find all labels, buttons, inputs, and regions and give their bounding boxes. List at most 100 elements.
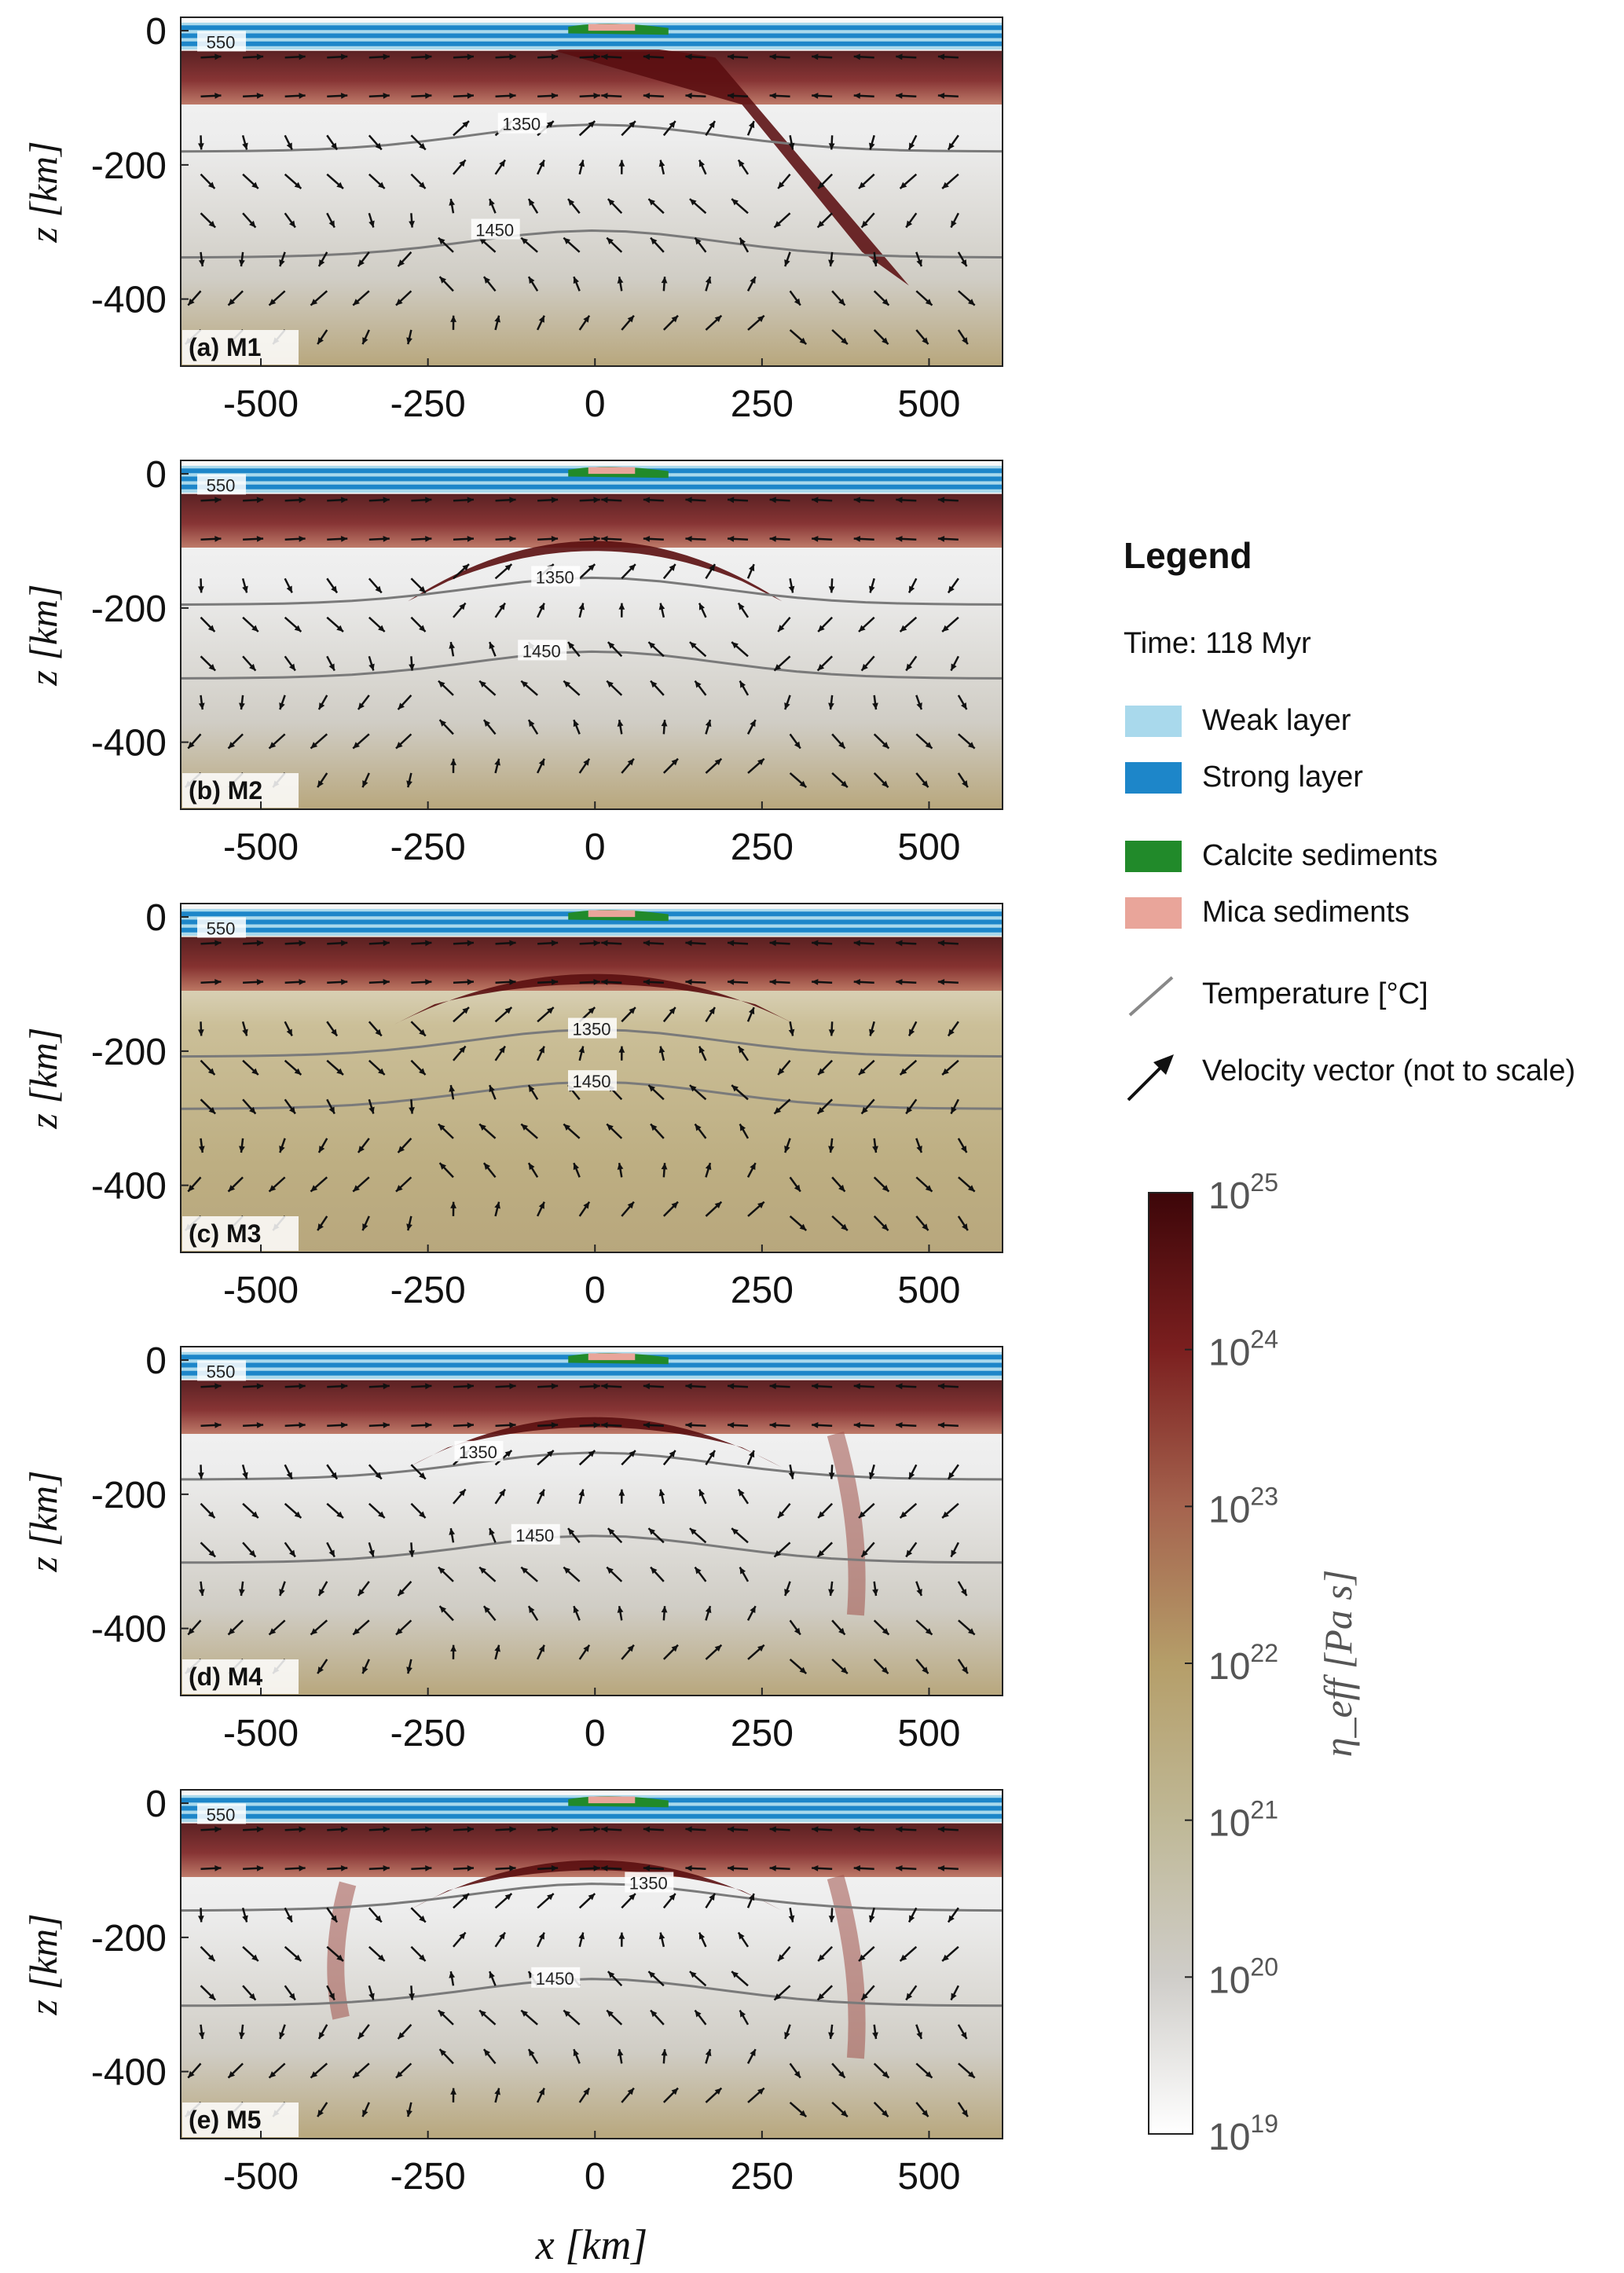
velocity-arrow xyxy=(578,1489,585,1505)
velocity-arrow xyxy=(200,1864,222,1872)
velocity-arrow xyxy=(243,1864,264,1872)
velocity-arrow xyxy=(947,1464,959,1480)
velocity-arrow xyxy=(326,1021,339,1037)
velocity-arrow xyxy=(310,1176,328,1193)
velocity-arrow xyxy=(578,120,596,137)
velocity-arrow xyxy=(200,940,222,947)
velocity-arrow xyxy=(947,1021,959,1037)
y-tick-label: 0 xyxy=(145,1784,167,1825)
strong-layer-stripe xyxy=(181,476,1003,482)
velocity-arrow xyxy=(495,497,516,504)
velocity-arrow xyxy=(567,1527,581,1544)
velocity-arrow xyxy=(617,276,624,291)
velocity-arrow xyxy=(957,329,969,345)
velocity-arrow xyxy=(896,1383,917,1390)
velocity-arrow xyxy=(279,695,286,710)
velocity-arrow xyxy=(187,290,202,306)
velocity-arrow xyxy=(905,1098,918,1115)
velocity-arrow xyxy=(662,1450,676,1466)
velocity-arrow xyxy=(410,1059,427,1076)
velocity-arrow xyxy=(937,978,959,985)
velocity-arrow xyxy=(705,276,712,291)
velocity-arrow xyxy=(495,92,516,99)
velocity-arrow xyxy=(239,2024,245,2040)
panel-body xyxy=(181,17,1003,366)
velocity-arrow xyxy=(661,720,668,735)
velocity-arrow xyxy=(411,92,432,99)
velocity-arrow xyxy=(601,497,622,504)
velocity-arrow xyxy=(187,2062,202,2079)
velocity-arrow xyxy=(828,1908,835,1923)
velocity-arrow xyxy=(731,641,749,658)
velocity-arrow xyxy=(489,641,497,657)
isotherm-label: 1350 xyxy=(625,1872,674,1894)
velocity-arrow xyxy=(520,1566,538,1582)
velocity-arrow xyxy=(527,1162,539,1179)
velocity-arrow xyxy=(368,616,386,632)
svg-text:(d) M4: (d) M4 xyxy=(189,1663,262,1691)
velocity-arrow xyxy=(327,535,348,542)
velocity-arrow xyxy=(816,1098,834,1115)
isotherm-1350 xyxy=(181,1883,1003,1912)
velocity-arrow xyxy=(279,2024,286,2040)
velocity-arrow xyxy=(737,1931,750,1948)
velocity-arrow xyxy=(368,940,390,947)
velocity-arrow xyxy=(242,1059,259,1076)
velocity-arrow xyxy=(828,1138,834,1153)
velocity-arrow xyxy=(482,2048,497,2065)
velocity-arrow xyxy=(899,173,918,189)
x-tick-label: 250 xyxy=(731,2156,794,2198)
velocity-arrow xyxy=(812,1864,833,1872)
velocity-arrow xyxy=(368,535,390,542)
panel-body xyxy=(181,1347,1003,1696)
velocity-arrow xyxy=(368,1098,375,1114)
velocity-arrow xyxy=(410,1464,427,1480)
mica-sediments xyxy=(588,1353,636,1361)
velocity-arrow xyxy=(737,159,750,175)
velocity-arrow xyxy=(327,1421,348,1428)
velocity-arrow xyxy=(397,1580,412,1597)
velocity-arrow xyxy=(450,1644,456,1659)
velocity-arrow xyxy=(647,1084,665,1101)
velocity-arrow xyxy=(200,497,222,504)
velocity-arrow xyxy=(317,695,328,710)
velocity-arrow xyxy=(737,602,750,618)
velocity-arrow xyxy=(317,1659,328,1674)
velocity-arrow xyxy=(453,497,475,504)
velocity-arrow xyxy=(896,1826,917,1833)
velocity-arrow xyxy=(368,577,383,594)
velocity-arrow xyxy=(606,1566,623,1582)
velocity-arrow xyxy=(449,1971,456,1986)
velocity-arrow xyxy=(482,719,497,735)
velocity-arrow xyxy=(698,159,707,175)
velocity-arrow xyxy=(705,563,717,579)
velocity-arrow xyxy=(957,695,968,710)
velocity-arrow xyxy=(661,277,668,291)
svg-text:(c) M3: (c) M3 xyxy=(189,1219,261,1248)
velocity-arrow xyxy=(410,577,427,594)
x-tick-label: -250 xyxy=(390,827,466,868)
velocity-arrow xyxy=(578,1201,591,1217)
velocity-arrow xyxy=(606,680,623,696)
panel-frame xyxy=(180,16,1003,367)
velocity-arrow xyxy=(494,2088,500,2103)
legend-title: Legend xyxy=(1124,535,1252,576)
velocity-arrow xyxy=(868,134,875,150)
velocity-arrow xyxy=(817,616,834,632)
velocity-arrow xyxy=(411,497,432,504)
velocity-arrow xyxy=(828,2024,834,2040)
isotherm-label: 1350 xyxy=(497,112,547,134)
velocity-arrow xyxy=(284,173,302,189)
velocity-arrow xyxy=(789,733,801,750)
velocity-arrow xyxy=(284,1985,296,2001)
velocity-arrow xyxy=(536,1046,545,1061)
velocity-arrow xyxy=(579,1383,600,1390)
velocity-arrow xyxy=(812,535,833,542)
velocity-arrow xyxy=(411,1421,432,1428)
velocity-arrow xyxy=(816,1985,834,2001)
velocity-arrow xyxy=(957,772,969,788)
velocity-arrow xyxy=(817,1945,834,1962)
velocity-arrow xyxy=(317,1581,328,1597)
velocity-arrow xyxy=(563,1123,581,1139)
velocity-arrow xyxy=(579,1421,600,1428)
